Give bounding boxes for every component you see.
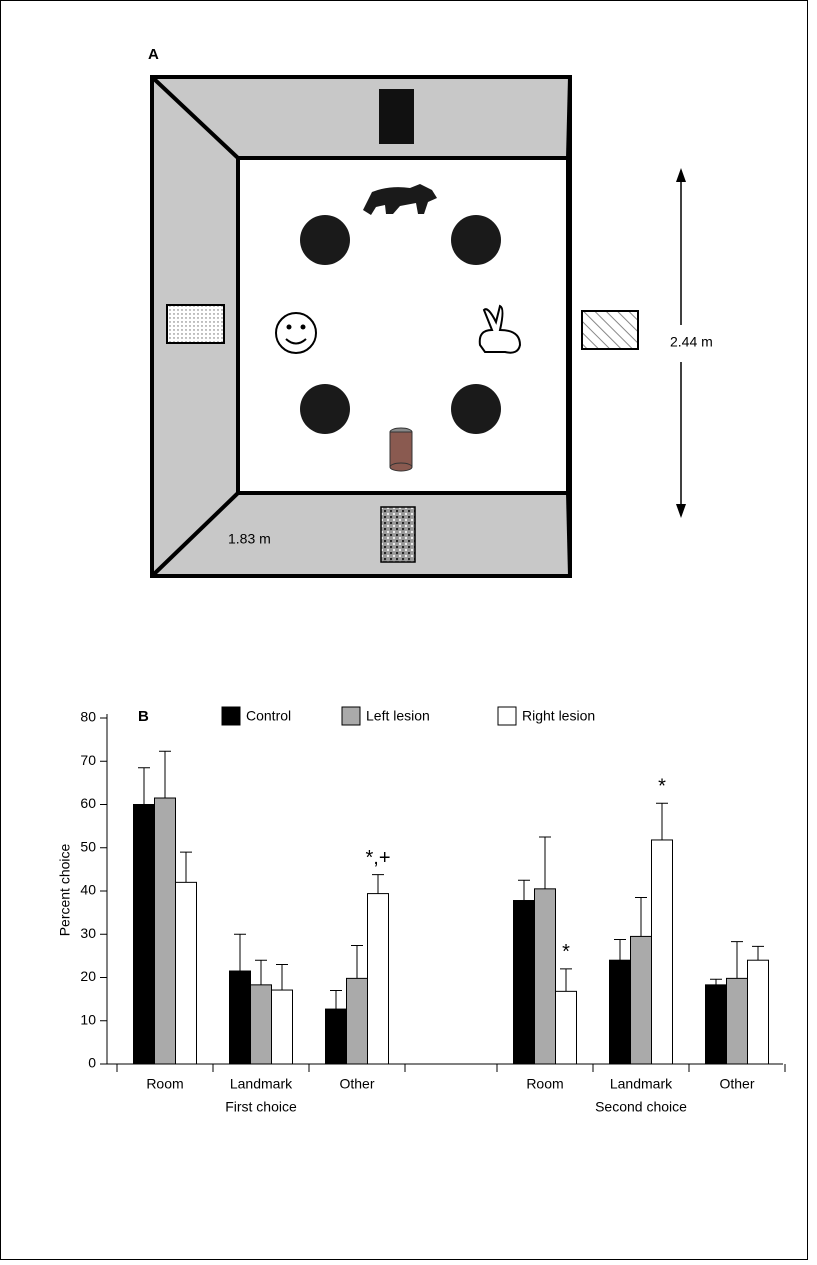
group-label: First choice bbox=[225, 1099, 297, 1115]
height-label: 2.44 m bbox=[670, 334, 713, 350]
y-tick-label: 10 bbox=[80, 1011, 96, 1027]
bar bbox=[727, 978, 748, 1064]
legend-label: Control bbox=[246, 708, 291, 724]
bar bbox=[514, 901, 535, 1064]
x-tick-label: Room bbox=[526, 1076, 563, 1092]
y-axis-label: Percent choice bbox=[57, 843, 73, 936]
bar bbox=[134, 805, 155, 1065]
legend-label: Right lesion bbox=[522, 708, 595, 724]
bar bbox=[535, 889, 556, 1064]
group-label: Second choice bbox=[595, 1099, 687, 1115]
bar bbox=[347, 978, 368, 1064]
y-tick-label: 80 bbox=[80, 709, 96, 725]
bar bbox=[230, 971, 251, 1064]
bar bbox=[652, 840, 673, 1064]
bar bbox=[368, 894, 389, 1064]
figure: A 2.44 m 1.83 m bbox=[0, 0, 817, 1260]
x-tick-label: Landmark bbox=[230, 1076, 293, 1092]
legend-swatch bbox=[342, 707, 360, 725]
legend-swatch bbox=[498, 707, 516, 725]
bar bbox=[610, 960, 631, 1064]
x-tick-label: Landmark bbox=[610, 1076, 673, 1092]
bar bbox=[556, 991, 577, 1064]
y-tick-label: 70 bbox=[80, 752, 96, 768]
bar bbox=[631, 936, 652, 1064]
y-tick-label: 40 bbox=[80, 882, 96, 898]
width-label: 1.83 m bbox=[228, 531, 271, 547]
panel-label: A bbox=[148, 46, 159, 63]
x-tick-label: Other bbox=[719, 1076, 754, 1092]
panel-label: B bbox=[138, 708, 149, 725]
bar bbox=[706, 985, 727, 1064]
legend-swatch bbox=[222, 707, 240, 725]
bar bbox=[748, 960, 769, 1064]
x-tick-label: Other bbox=[339, 1076, 374, 1092]
significance-mark: *,+ bbox=[365, 847, 390, 869]
y-tick-label: 50 bbox=[80, 838, 96, 854]
y-tick-label: 60 bbox=[80, 795, 96, 811]
bar bbox=[272, 990, 293, 1064]
bar bbox=[251, 985, 272, 1064]
bar bbox=[326, 1009, 347, 1064]
bar bbox=[155, 798, 176, 1064]
bar bbox=[176, 882, 197, 1064]
y-tick-label: 0 bbox=[88, 1055, 96, 1071]
x-tick-label: Room bbox=[146, 1076, 183, 1092]
y-tick-label: 30 bbox=[80, 925, 96, 941]
significance-mark: * bbox=[658, 775, 666, 797]
legend-label: Left lesion bbox=[366, 708, 430, 724]
arena bbox=[152, 77, 638, 576]
y-tick-label: 20 bbox=[80, 968, 96, 984]
significance-mark: * bbox=[562, 941, 570, 963]
